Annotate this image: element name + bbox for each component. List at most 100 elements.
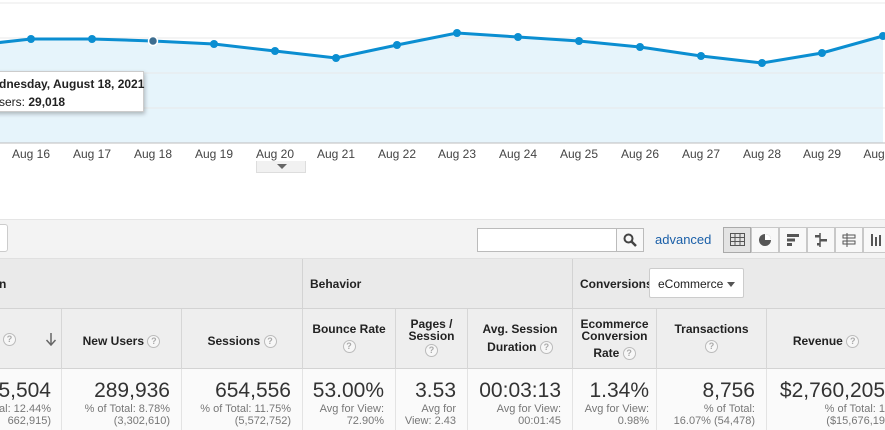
pages-session-total-value: 3.53 — [415, 379, 456, 402]
new-users-column-label: New Users — [82, 334, 145, 348]
advanced-filter-link[interactable]: advanced — [655, 232, 712, 247]
transactions-column-label: Transactions — [674, 322, 749, 336]
data-point[interactable] — [88, 35, 96, 43]
avg-session-label-line2: Duration — [487, 340, 537, 354]
x-axis-tick-label: Aug 25 — [559, 147, 599, 161]
comparison-icon — [815, 233, 827, 247]
help-icon[interactable]: ? — [705, 340, 718, 354]
search-icon — [623, 233, 637, 247]
x-axis-tick-label: Aug 17 — [72, 147, 112, 161]
revenue-column-label: Revenue — [792, 334, 843, 348]
pages-session-total-cell: 3.53 Avg for View: 2.43 — [396, 369, 468, 430]
bounce-rate-total-cell: 53.00% Avg for View: 72.90% — [303, 369, 396, 430]
revenue-total-overall: ($15,676,19 — [826, 415, 885, 427]
revenue-total-pct: % of Total: 1 — [824, 403, 885, 415]
ecom-rate-label-line1: Ecommerce — [580, 317, 649, 331]
bounce-rate-column-header[interactable]: Bounce Rate ? — [303, 309, 396, 369]
transactions-total-cell: 8,756 % of Total: 16.07% (54,478) — [657, 369, 767, 430]
help-icon[interactable]: ? — [3, 333, 16, 347]
ecom-rate-avg-value: 0.98% — [617, 415, 649, 427]
revenue-column-header[interactable]: Revenue ? — [767, 309, 885, 369]
help-icon[interactable]: ? — [342, 340, 356, 354]
search-button[interactable] — [617, 228, 644, 252]
x-axis-tick-label: Aug 27 — [681, 147, 721, 161]
data-point[interactable] — [575, 37, 583, 45]
tooltip-date: dnesday, August 18, 2021 — [0, 77, 145, 91]
chart-area-fill — [0, 33, 883, 143]
data-point[interactable] — [758, 59, 766, 67]
data-point[interactable] — [27, 35, 35, 43]
data-point[interactable] — [818, 49, 826, 57]
ecommerce-conversion-rate-column-header[interactable]: Ecommerce Conversion Rate ? — [573, 309, 657, 369]
data-point[interactable] — [879, 32, 885, 40]
new-users-total-pct: % of Total: 8.78% — [84, 403, 170, 415]
behavior-group-header: Behavior — [303, 259, 573, 309]
table-icon — [730, 233, 745, 246]
sessions-column-header[interactable]: Sessions ? — [182, 309, 303, 369]
ecom-rate-total-value: 1.34% — [589, 379, 649, 402]
x-axis-tick-label: Aug 23 — [437, 147, 477, 161]
pivot-icon — [842, 233, 856, 247]
avg-session-total-value: 00:03:13 — [479, 379, 561, 402]
users-line-chart: Aug 16 Aug 17 Aug 18 Aug 19 Aug 20 Aug 21 Aug … — [0, 0, 885, 175]
conversions-group-header: Conversions — [573, 259, 885, 309]
avg-session-label-line1: Avg. Session — [482, 322, 558, 336]
help-icon[interactable]: ? — [846, 335, 860, 349]
term-cloud-view-button[interactable] — [863, 227, 885, 253]
performance-view-button[interactable] — [779, 227, 807, 253]
totals-row: 5,504 tal: 12.44% 662,915) 289,936 % of … — [0, 369, 885, 430]
x-axis-tick-label: Aug 18 — [133, 147, 173, 161]
pie-view-button[interactable] — [751, 227, 779, 253]
x-axis-tick-label: Aug 21 — [316, 147, 356, 161]
pages-session-avg-value: View: 2.43 — [404, 415, 456, 427]
data-point[interactable] — [453, 29, 461, 37]
x-axis-tick-label: Aug 28 — [742, 147, 782, 161]
data-point[interactable] — [697, 52, 705, 60]
bounce-rate-column-label: Bounce Rate — [312, 322, 386, 336]
help-icon[interactable]: ? — [263, 335, 277, 349]
users-column-header[interactable]: ? — [0, 309, 62, 369]
data-point[interactable] — [210, 40, 218, 48]
help-icon[interactable]: ? — [622, 347, 636, 361]
acquisition-group-header: n — [0, 259, 303, 309]
tooltip-metric-value: 29,018 — [28, 95, 66, 109]
chart-collapse-toggle[interactable] — [256, 161, 306, 173]
data-point[interactable] — [147, 35, 159, 47]
data-point[interactable] — [393, 41, 401, 49]
data-point[interactable] — [514, 33, 522, 41]
chart-plot — [0, 2, 885, 144]
pivot-view-button[interactable] — [835, 227, 863, 253]
help-icon[interactable]: ? — [147, 335, 161, 349]
transactions-column-header[interactable]: Transactions ? — [657, 309, 767, 369]
conversions-select-value: eCommerce — [658, 277, 724, 291]
conversions-goal-select[interactable]: eCommerce — [649, 268, 744, 298]
pages-session-column-header[interactable]: Pages / Session ? — [396, 309, 468, 369]
comparison-view-button[interactable] — [807, 227, 835, 253]
data-point[interactable] — [271, 47, 279, 55]
sort-descending-icon[interactable] — [45, 332, 57, 346]
bounce-rate-avg-label: Avg for View: — [319, 403, 384, 415]
toolbar-left-button[interactable] — [0, 224, 8, 252]
ecom-rate-avg-label: Avg for View: — [584, 403, 649, 415]
ecom-rate-total-cell: 1.34% Avg for View: 0.98% — [573, 369, 657, 430]
data-point[interactable] — [636, 43, 644, 51]
data-point[interactable] — [332, 54, 340, 62]
help-icon[interactable]: ? — [425, 344, 438, 358]
ecom-rate-label-line2: Conversion — [581, 329, 648, 343]
avg-session-duration-column-header[interactable]: Avg. Session Duration ? — [468, 309, 573, 369]
help-icon[interactable]: ? — [539, 341, 553, 355]
table-view-button[interactable] — [723, 227, 751, 253]
x-axis-tick-label: Aug 24 — [498, 147, 538, 161]
transactions-total-pct-value: 16.07% (54,478) — [673, 415, 755, 427]
revenue-total-value: $2,760,205 — [779, 379, 885, 402]
sessions-total-overall: (5,572,752) — [234, 415, 291, 427]
new-users-total-cell: 289,936 % of Total: 8.78% (3,302,610) — [62, 369, 182, 430]
transactions-total-pct-label: % of Total: — [703, 403, 755, 415]
table-column-header: ? New Users ? Sessions ? Bounce Rate ? P… — [0, 309, 885, 369]
new-users-column-header[interactable]: New Users ? — [62, 309, 182, 369]
table-search-input[interactable] — [477, 228, 617, 252]
table-group-header: n Behavior Conversions — [0, 259, 885, 309]
tooltip-metric: sers: 29,018 — [0, 95, 135, 109]
term-cloud-icon — [871, 234, 881, 246]
x-axis-tick-label: Aug — [863, 147, 885, 161]
